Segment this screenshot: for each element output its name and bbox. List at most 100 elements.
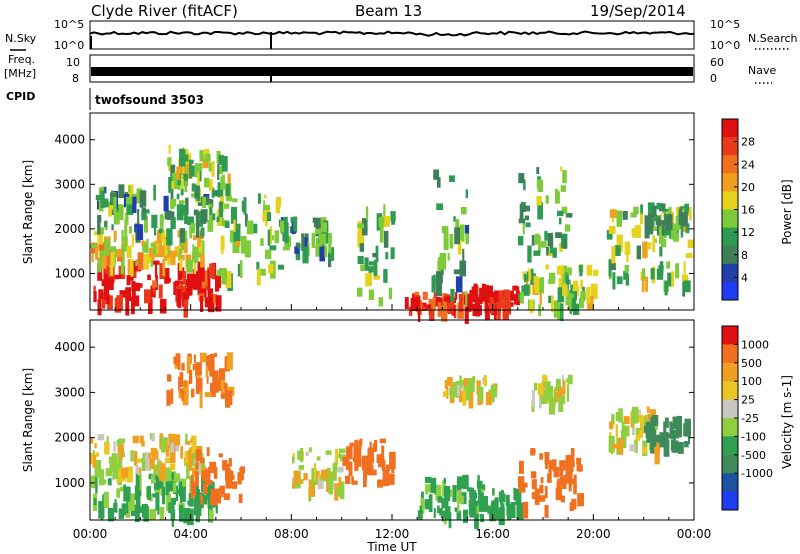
velocity-cell [206,356,212,371]
velocity-cell [164,467,172,482]
power-cell [328,233,332,244]
power-cell [137,209,140,227]
power-cell [437,177,441,188]
power-cell [675,215,680,231]
velocity-cell [179,504,184,522]
power-cell [455,276,463,293]
velocity-cell [420,498,425,512]
power-cell [128,185,131,193]
velocity-cell [554,386,557,403]
velocity-cell [95,477,98,494]
velocity-cell [635,434,641,441]
velocity-cell [468,391,474,409]
power-cell [207,220,214,232]
power-cell [240,235,247,254]
velocity-cell [337,486,343,497]
velocity-cell [185,440,191,445]
velocity-cell [446,387,449,399]
power-cell [171,173,179,190]
power-cell [184,180,188,192]
power-cell [459,260,467,277]
velocity-cell [326,467,331,484]
nave-tick-top: 60 [710,56,724,69]
velocity-cell [121,503,128,516]
velocity-cell [208,480,211,492]
velocity-cell [137,480,140,495]
velocity-ylabel: Slant Range [km] [21,368,35,472]
power-cell [197,277,205,296]
colorbar-swatch [722,173,738,192]
power-cell [523,179,526,191]
power-cell [260,238,264,246]
power-cell [454,227,460,245]
power-cell [519,292,524,304]
power-cell [528,268,532,281]
velocity-cell [181,391,185,401]
velocity-cell [206,447,210,457]
power-cell [284,216,288,232]
velocity-cell [151,493,159,498]
power-cell [141,211,147,220]
velocity-cell [435,484,442,501]
power-cell [682,274,689,282]
velocity-cell [623,425,630,437]
velocity-cell [107,508,115,522]
power-cell [252,223,258,234]
colorbar-tick-label: 16 [741,204,755,217]
power-cell [170,164,176,177]
power-cell [203,285,207,298]
power-cell [590,283,598,299]
power-cell [157,230,161,244]
velocity-cell [623,416,630,425]
colorbar-swatch [722,436,738,456]
velocity-cell [510,502,516,518]
power-cell [688,207,692,220]
power-cell [284,237,289,244]
power-cell [114,274,120,280]
velocity-cell [492,488,495,496]
power-cell [641,278,645,293]
velocity-cell [530,448,536,456]
velocity-cell [550,460,557,470]
colorbar-swatch [722,473,738,493]
velocity-cell [646,406,650,413]
power-cell [560,185,566,192]
power-cell [669,226,672,239]
velocity-cell [479,488,484,494]
power-cell [104,239,110,256]
power-cell [461,291,465,305]
power-cell [523,284,530,296]
power-cell [197,261,202,272]
power-cell [144,209,150,214]
velocity-cell [225,478,233,489]
velocity-cell [444,380,449,389]
power-cell [555,191,560,204]
velocity-cell [171,472,175,480]
velocity-cell [195,462,199,470]
velocity-cell [151,433,155,442]
velocity-cell [505,494,510,506]
power-cell [572,303,580,315]
power-cell [179,242,183,254]
velocity-cell [634,439,638,453]
velocity-cell [191,388,195,398]
power-cell [518,293,522,301]
power-cell [152,280,157,288]
power-cell [379,225,384,243]
velocity-cell [437,505,440,513]
velocity-cell [171,497,174,503]
velocity-cell [478,500,483,512]
power-cell [630,212,637,218]
power-cell [144,216,148,233]
velocity-cell [369,441,372,453]
velocity-cell [210,488,218,506]
power-cell [126,275,131,286]
velocity-cell [477,489,482,495]
power-cell [139,190,144,208]
power-cell [539,277,544,294]
velocity-cell [135,465,139,474]
colorbar-swatch [722,281,738,301]
x-tick-label: 16:00 [475,527,510,541]
power-cell [104,268,111,274]
power-cell [464,306,469,324]
